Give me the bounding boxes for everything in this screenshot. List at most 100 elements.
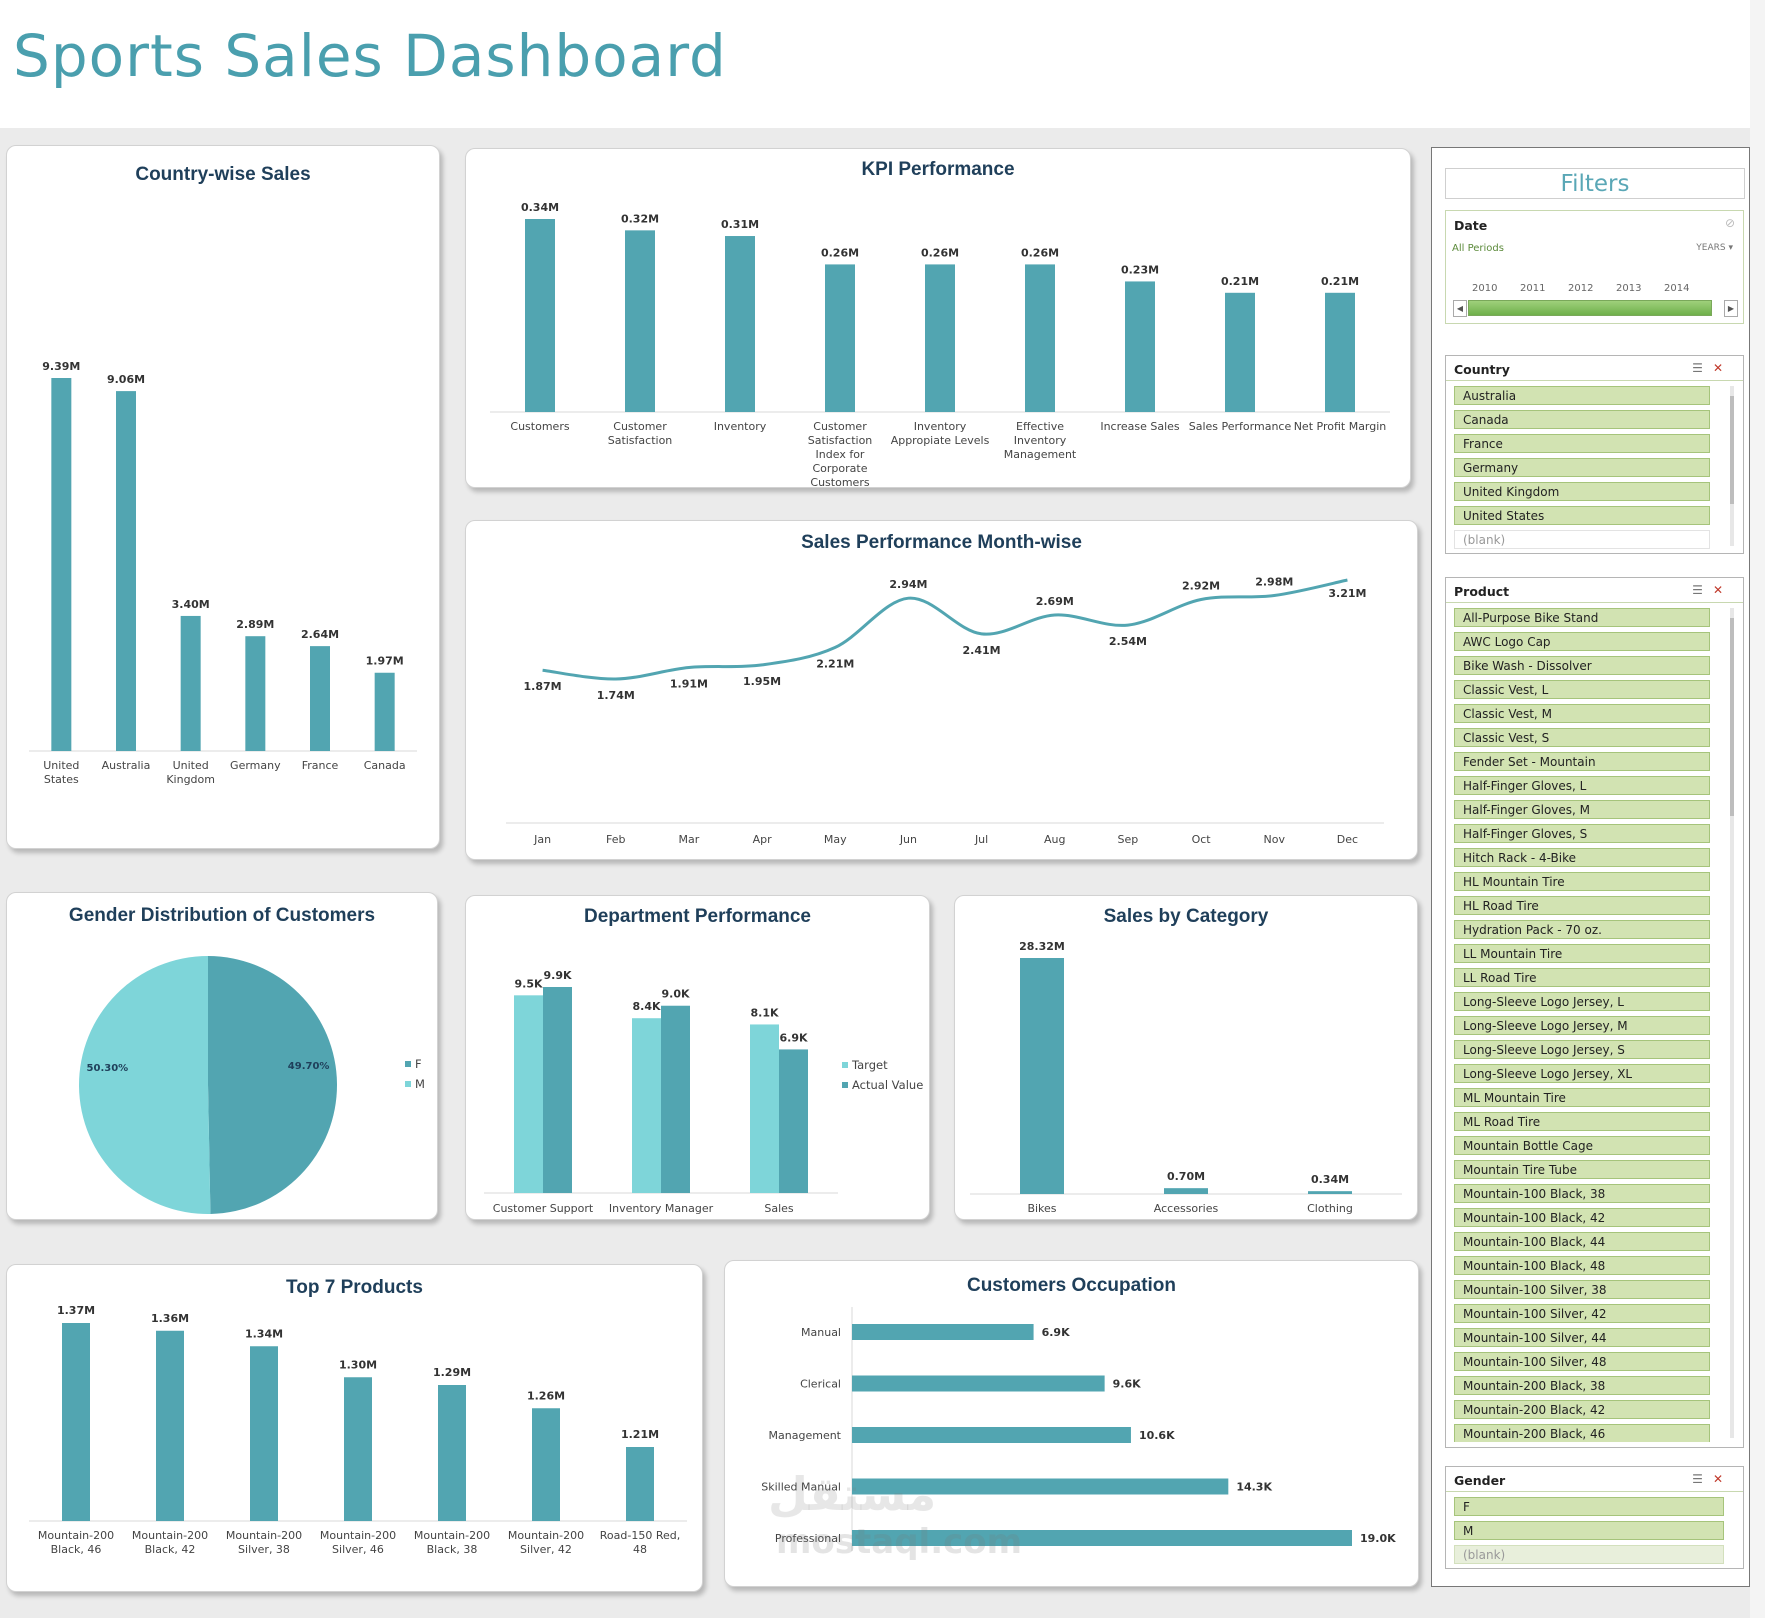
data-label: 0.26M	[821, 246, 859, 259]
tick-label: Feb	[606, 833, 625, 846]
slicer-item[interactable]: (blank)	[1454, 1545, 1724, 1564]
slicer-item[interactable]: ML Road Tire	[1454, 1112, 1710, 1131]
clear-filter-icon[interactable]: ✕	[1712, 361, 1733, 375]
legend-swatch-f	[405, 1061, 411, 1067]
customers-occupation-card[interactable]: Customers Occupation 6.9K Manual 9.6K Cleri…	[724, 1260, 1419, 1587]
date-unit-dropdown[interactable]: YEARS ▾	[1696, 243, 1733, 253]
bar	[310, 646, 330, 751]
bar	[852, 1324, 1034, 1340]
tick-label: Customer Satisfaction Index for Corporate Cu…	[808, 420, 873, 489]
gender-slicer[interactable]: Gender ☰✕ F M (blank)	[1445, 1466, 1744, 1569]
tick-label: Inventory Appropiate Levels	[891, 420, 990, 447]
date-timeline-slicer[interactable]: Date ⊘ All Periods YEARS ▾ 2010 2011 2012 2…	[1445, 210, 1744, 324]
timeline-left-arrow[interactable]: ◀	[1453, 300, 1467, 317]
slicer-item[interactable]: Classic Vest, M	[1454, 704, 1710, 723]
slicer-item[interactable]: Mountain-100 Silver, 44	[1454, 1328, 1710, 1347]
slicer-item[interactable]: AWC Logo Cap	[1454, 632, 1710, 651]
bar	[625, 230, 655, 412]
slicer-item[interactable]: Australia	[1454, 386, 1710, 405]
slicer-item[interactable]: Mountain-200 Black, 42	[1454, 1400, 1710, 1419]
slicer-item[interactable]: Mountain-100 Silver, 48	[1454, 1352, 1710, 1371]
department-chart: 9.5K9.9K Customer Support 8.4K9.0K Inventor…	[484, 969, 838, 1215]
gender-pie-chart: 49.70% 50.30%	[79, 956, 338, 1214]
legend-label-actual: Actual Value	[852, 1078, 924, 1092]
slicer-item[interactable]: Germany	[1454, 458, 1710, 477]
chart-title: Country-wise Sales	[135, 164, 311, 185]
clear-filter-icon[interactable]: ✕	[1712, 1472, 1733, 1486]
multi-select-icon[interactable]: ☰	[1692, 1472, 1713, 1486]
tick-label: Clothing	[1307, 1202, 1353, 1215]
sales-by-category-card[interactable]: Sales by Category 28.32M Bikes 0.70M Access…	[954, 895, 1418, 1220]
bar	[1225, 292, 1255, 412]
slicer-item[interactable]: Mountain-200 Black, 46	[1454, 1424, 1710, 1442]
kpi-performance-card[interactable]: KPI Performance 0.34M Customers 0.32M Custo…	[465, 148, 1411, 489]
slicer-item[interactable]: Hydration Pack - 70 oz.	[1454, 920, 1710, 939]
department-performance-card[interactable]: Department Performance 9.5K 9.9K Customer …	[465, 895, 930, 1220]
data-label: 2.92M	[1182, 580, 1220, 593]
slicer-item[interactable]: All-Purpose Bike Stand	[1454, 608, 1710, 627]
slicer-item[interactable]: Long-Sleeve Logo Jersey, XL	[1454, 1064, 1710, 1083]
window-scrollbar[interactable]	[1750, 0, 1765, 1618]
multi-select-icon[interactable]: ☰	[1692, 583, 1713, 597]
clear-filter-icon[interactable]: ✕	[1712, 583, 1733, 597]
data-label: 6.9K	[779, 1031, 807, 1044]
monthly-sales-card[interactable]: Sales Performance Month-wise 1.87M Jan 1.7…	[465, 520, 1418, 860]
timeline-year[interactable]: 2010	[1472, 283, 1498, 294]
timeline-year[interactable]: 2013	[1616, 283, 1642, 294]
slicer-item[interactable]: Classic Vest, S	[1454, 728, 1710, 747]
timeline-year[interactable]: 2012	[1568, 283, 1594, 294]
slicer-item[interactable]: Hitch Rack - 4-Bike	[1454, 848, 1710, 867]
gender-distribution-card[interactable]: Gender Distribution of Customers 49.70% 5…	[6, 892, 438, 1220]
timeline-selection-bar[interactable]	[1468, 300, 1712, 316]
slicer-item[interactable]: Mountain-100 Silver, 38	[1454, 1280, 1710, 1299]
country-slicer[interactable]: Country ☰✕ Australia Canada France Germany U…	[1445, 355, 1744, 554]
country-sales-card[interactable]: Country-wise Sales 9.39M United States 9.06…	[6, 145, 440, 849]
tick-label: Customer Satisfaction	[608, 420, 673, 447]
bar	[51, 378, 72, 751]
slicer-item[interactable]: M	[1454, 1521, 1724, 1540]
chart-title: KPI Performance	[861, 159, 1015, 180]
slicer-item[interactable]: United Kingdom	[1454, 482, 1710, 501]
slicer-item[interactable]: LL Road Tire	[1454, 968, 1710, 987]
slicer-item[interactable]: United States	[1454, 506, 1710, 525]
multi-select-icon[interactable]: ☰	[1692, 361, 1713, 375]
country-scrollbar[interactable]	[1730, 386, 1734, 546]
data-label: 2.21M	[816, 657, 854, 670]
slicer-item[interactable]: Mountain-100 Silver, 42	[1454, 1304, 1710, 1323]
timeline-year[interactable]: 2014	[1664, 283, 1690, 294]
slicer-item[interactable]: Fender Set - Mountain	[1454, 752, 1710, 771]
slicer-item[interactable]: Half-Finger Gloves, S	[1454, 824, 1710, 843]
product-slicer[interactable]: Product ☰✕ All-Purpose Bike Stand AWC Log…	[1445, 577, 1744, 1448]
timeline-right-arrow[interactable]: ▶	[1724, 300, 1738, 317]
slicer-item[interactable]: Mountain-100 Black, 44	[1454, 1232, 1710, 1251]
slicer-item[interactable]: Mountain Tire Tube	[1454, 1160, 1710, 1179]
slicer-item[interactable]: Classic Vest, L	[1454, 680, 1710, 699]
slicer-item[interactable]: Half-Finger Gloves, M	[1454, 800, 1710, 819]
top-products-card[interactable]: Top 7 Products 1.37M Mountain-200 Black, 4…	[6, 1264, 703, 1592]
bar	[180, 615, 201, 751]
slicer-item[interactable]: F	[1454, 1497, 1724, 1516]
slicer-item[interactable]: ML Mountain Tire	[1454, 1088, 1710, 1107]
slicer-item[interactable]: Long-Sleeve Logo Jersey, M	[1454, 1016, 1710, 1035]
top-products-chart: 1.37M Mountain-200 Black, 46 1.36M Mountain-…	[29, 1304, 687, 1556]
slicer-item[interactable]: Mountain-100 Black, 38	[1454, 1184, 1710, 1203]
slicer-item[interactable]: Mountain-100 Black, 48	[1454, 1256, 1710, 1275]
slicer-item[interactable]: HL Mountain Tire	[1454, 872, 1710, 891]
bar	[1164, 1188, 1208, 1194]
slicer-item[interactable]: LL Mountain Tire	[1454, 944, 1710, 963]
clear-filter-icon[interactable]: ⊘	[1724, 216, 1735, 230]
slicer-item[interactable]: Long-Sleeve Logo Jersey, S	[1454, 1040, 1710, 1059]
product-scrollbar[interactable]	[1730, 608, 1734, 1438]
slicer-item[interactable]: Bike Wash - Dissolver	[1454, 656, 1710, 675]
timeline-year[interactable]: 2011	[1520, 283, 1546, 294]
slicer-item[interactable]: Canada	[1454, 410, 1710, 429]
slicer-item[interactable]: France	[1454, 434, 1710, 453]
slicer-item[interactable]: Long-Sleeve Logo Jersey, L	[1454, 992, 1710, 1011]
bar	[825, 264, 855, 412]
slicer-item[interactable]: Mountain-200 Black, 38	[1454, 1376, 1710, 1395]
slicer-item[interactable]: (blank)	[1454, 530, 1710, 549]
slicer-item[interactable]: HL Road Tire	[1454, 896, 1710, 915]
slicer-item[interactable]: Mountain-100 Black, 42	[1454, 1208, 1710, 1227]
slicer-item[interactable]: Mountain Bottle Cage	[1454, 1136, 1710, 1155]
slicer-item[interactable]: Half-Finger Gloves, L	[1454, 776, 1710, 795]
